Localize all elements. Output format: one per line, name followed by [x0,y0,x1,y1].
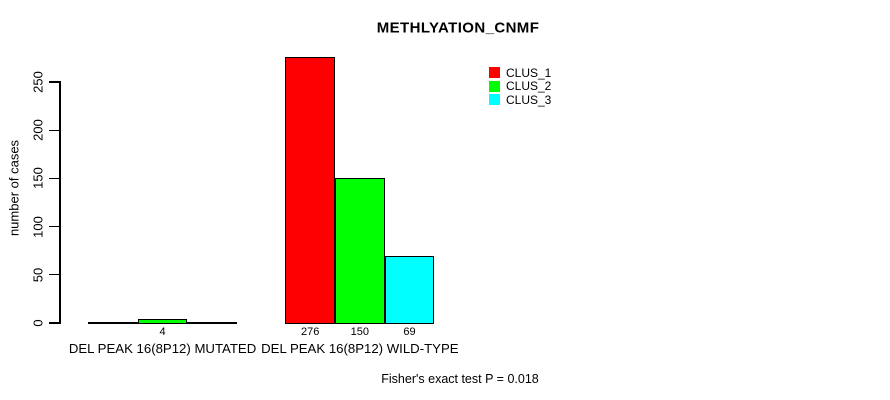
fisher-test-annotation: Fisher's exact test P = 0.018 [381,372,539,386]
y-tick-mark [49,273,60,276]
category-label: DEL PEAK 16(8P12) WILD-TYPE [261,341,459,356]
legend-label-clus-1: CLUS_1 [506,65,552,80]
bar-value-label: 69 [403,326,416,338]
legend-label-clus-3: CLUS_3 [506,92,552,107]
legend-swatch-clus-1 [489,67,500,79]
y-tick-mark [49,177,60,180]
y-tick-label: 150 [30,167,46,190]
y-tick-mark [49,322,60,324]
y-tick-mark [49,81,60,83]
legend: CLUS_1 CLUS_2 CLUS_3 [489,66,551,107]
y-tick-mark [49,129,60,132]
legend-swatch-clus-2 [489,80,500,92]
y-tick-label: 50 [30,267,46,282]
y-tick-mark [49,225,60,228]
y-tick-label: 250 [30,71,46,94]
y-tick-label: 100 [30,215,46,238]
y-tick-label: 0 [30,319,46,327]
bar-clus_1-group2 [285,57,335,324]
y-axis-line [59,81,61,324]
bar-clus_2-group2 [335,178,385,324]
category-label: DEL PEAK 16(8P12) MUTATED [68,341,257,356]
y-axis-label: number of cases [6,139,22,237]
legend-row: CLUS_2 [489,80,551,94]
legend-row: CLUS_3 [489,93,551,107]
bar-value-label: 150 [350,326,370,338]
legend-label-clus-2: CLUS_2 [506,79,552,94]
y-tick-label: 200 [30,119,46,142]
bar-value-label: 276 [300,326,320,338]
bar-clus_2-group1 [137,318,188,324]
legend-swatch-clus-3 [489,94,500,106]
bar-clus_3-group2 [384,256,435,324]
chart-title: METHLYATION_CNMF [376,19,540,37]
legend-row: CLUS_1 [489,66,551,80]
bar-value-label: 4 [159,326,166,338]
